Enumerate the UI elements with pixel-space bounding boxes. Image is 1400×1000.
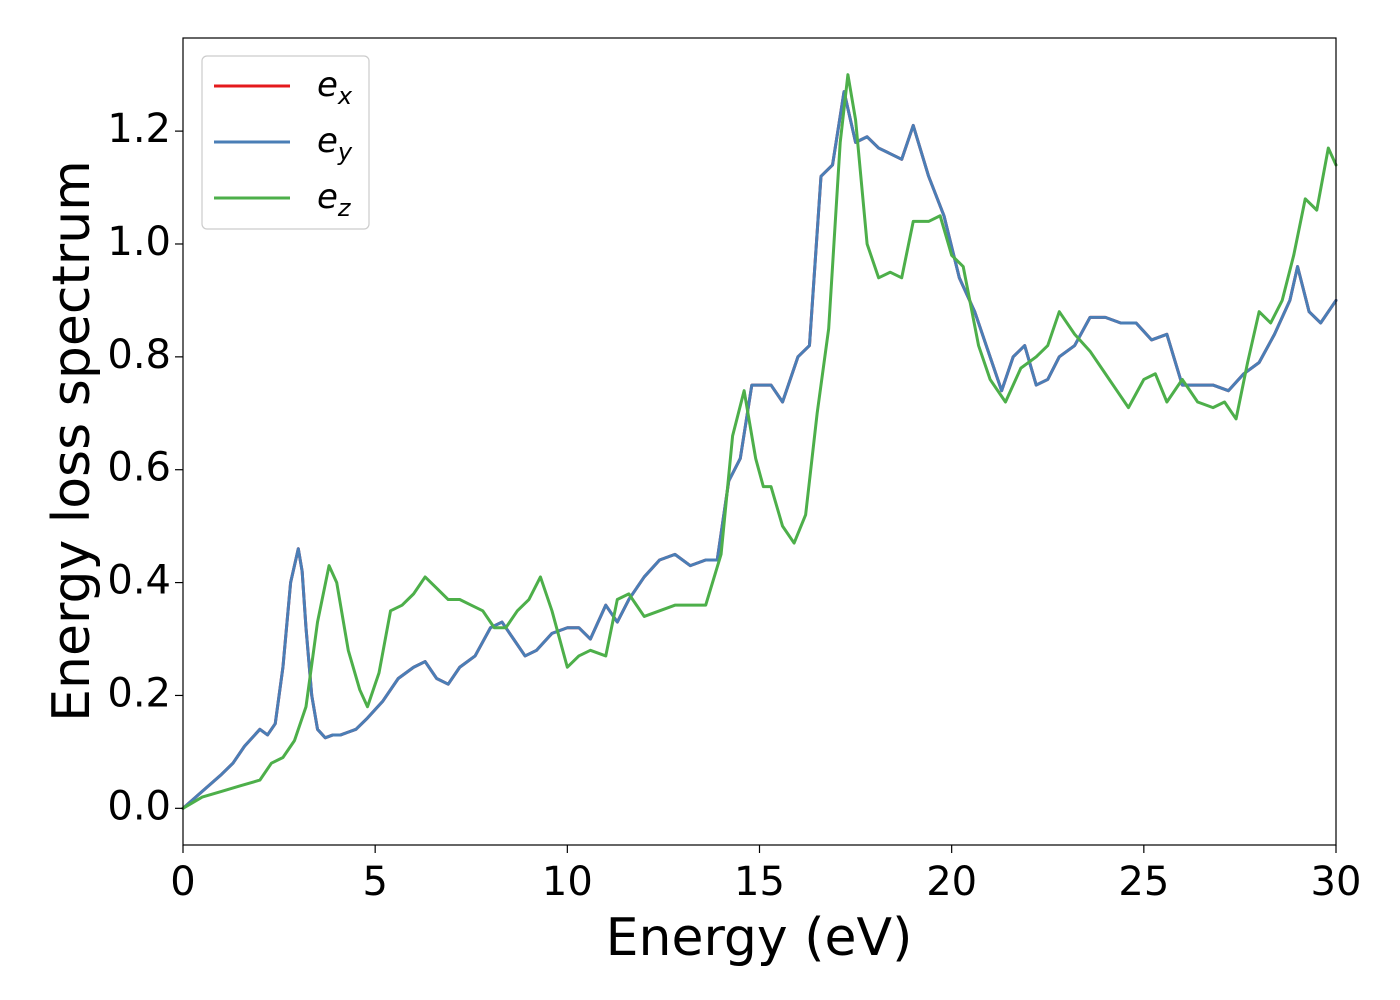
legend-label-z: ez xyxy=(317,177,352,222)
legend-label-x: ex xyxy=(317,65,353,110)
legend-label-y: ey xyxy=(317,121,353,166)
legend-label-subscript: z xyxy=(337,194,352,222)
y-tick-label: 1.0 xyxy=(107,219,171,265)
x-tick-label: 20 xyxy=(926,859,977,905)
x-tick-label: 5 xyxy=(362,859,387,905)
legend-label-base: e xyxy=(317,177,338,217)
y-tick-label: 0.6 xyxy=(107,445,171,491)
legend-label-base: e xyxy=(317,65,338,105)
x-tick-label: 25 xyxy=(1118,859,1169,905)
y-tick-label: 1.2 xyxy=(107,106,171,152)
legend-label-subscript: x xyxy=(337,82,353,110)
y-tick-label: 0.2 xyxy=(107,670,171,716)
x-tick-label: 0 xyxy=(170,859,195,905)
y-tick-label: 0.0 xyxy=(107,783,171,829)
x-tick-label: 15 xyxy=(734,859,785,905)
legend-label-base: e xyxy=(317,121,338,161)
x-axis-label: Energy (eV) xyxy=(606,908,913,968)
x-tick-label: 10 xyxy=(542,859,593,905)
legend-label-subscript: y xyxy=(337,138,353,166)
x-axis-ticks: 0 5 10 15 20 25 30 xyxy=(170,845,1361,905)
y-axis-label: Energy loss spectrum xyxy=(42,160,102,722)
series-lines xyxy=(181,73,1338,810)
y-tick-label: 0.8 xyxy=(107,332,171,378)
x-tick-label: 30 xyxy=(1311,859,1362,905)
y-tick-label: 0.4 xyxy=(107,558,171,604)
y-axis-ticks: 0.0 0.2 0.4 0.6 0.8 1.0 1.2 xyxy=(107,106,183,829)
series-line-z xyxy=(181,73,1338,810)
